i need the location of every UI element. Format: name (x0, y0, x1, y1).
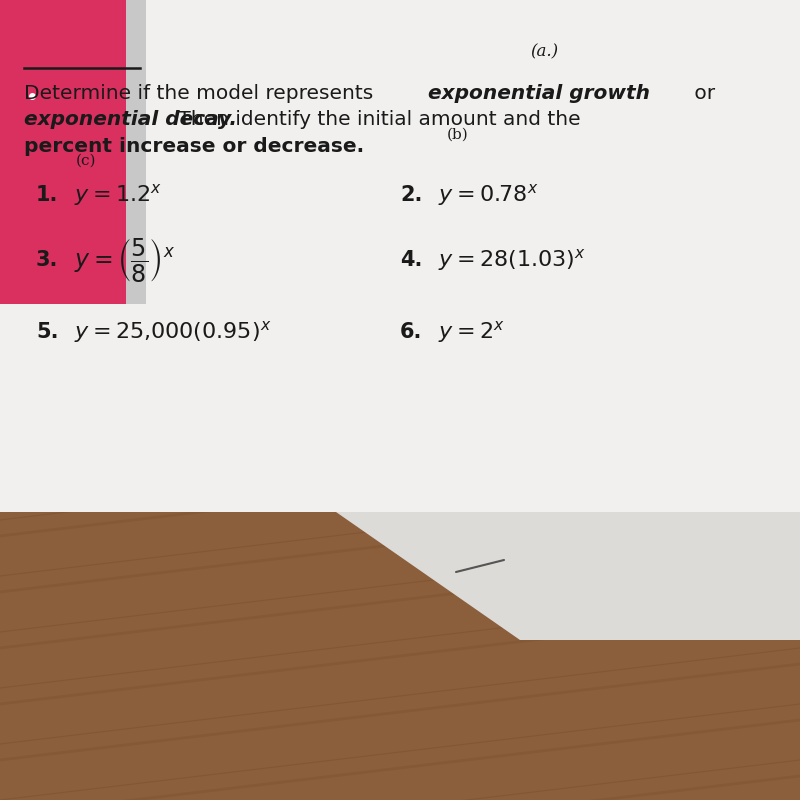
Text: Then identify the initial amount and the: Then identify the initial amount and the (172, 110, 581, 130)
Text: $y = 25{,}000(0.95)^x$: $y = 25{,}000(0.95)^x$ (74, 319, 271, 345)
Polygon shape (0, 0, 800, 512)
Text: (c): (c) (75, 154, 96, 167)
Text: 4.: 4. (400, 250, 422, 270)
Text: 2.: 2. (400, 186, 422, 206)
Text: exponential growth: exponential growth (428, 84, 650, 103)
Text: $y = 2^x$: $y = 2^x$ (438, 319, 505, 345)
Polygon shape (0, 0, 128, 304)
Text: 5.: 5. (36, 322, 58, 342)
Text: Determine if the model represents: Determine if the model represents (24, 84, 380, 103)
Text: (b): (b) (446, 128, 469, 142)
Text: 6.: 6. (400, 322, 422, 342)
Text: exponential decay.: exponential decay. (24, 110, 237, 130)
Text: percent increase or decrease.: percent increase or decrease. (24, 137, 364, 156)
Polygon shape (336, 512, 800, 640)
Text: (a.): (a.) (530, 43, 558, 61)
Text: $y = 0.78^x$: $y = 0.78^x$ (438, 182, 538, 208)
Text: or: or (688, 84, 715, 103)
Text: $y = 28(1.03)^x$: $y = 28(1.03)^x$ (438, 247, 586, 273)
Text: 1.: 1. (36, 186, 58, 206)
Text: 3.: 3. (36, 250, 58, 270)
Text: $y = 1.2^x$: $y = 1.2^x$ (74, 182, 162, 208)
Polygon shape (126, 0, 146, 304)
Text: $y = \left(\dfrac{5}{8}\right)^x$: $y = \left(\dfrac{5}{8}\right)^x$ (74, 236, 174, 284)
